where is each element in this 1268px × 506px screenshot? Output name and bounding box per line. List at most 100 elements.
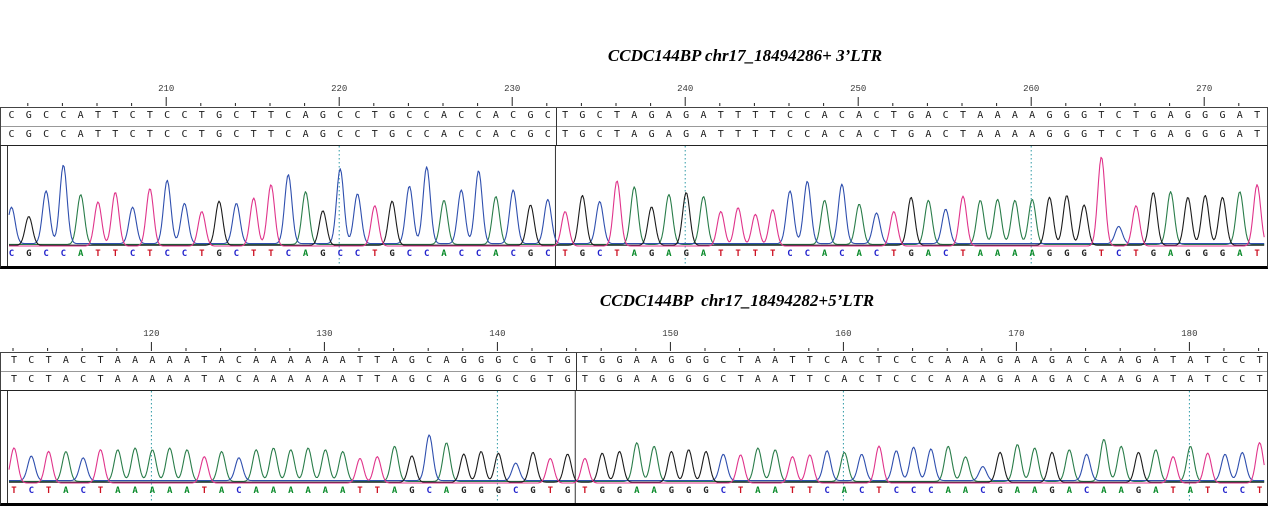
- base-letter: C: [80, 355, 87, 366]
- call-letter: A: [184, 486, 190, 496]
- base-letter: T: [1132, 110, 1140, 121]
- call-letter: T: [547, 486, 553, 496]
- base-letter: T: [1256, 374, 1263, 385]
- base-letter: T: [112, 129, 119, 140]
- call-letter: C: [839, 249, 845, 259]
- base-letter: A: [492, 110, 499, 121]
- base-letter: A: [302, 129, 309, 140]
- base-letter: G: [599, 374, 606, 385]
- ruler-label: 230: [504, 84, 521, 94]
- base-letter: A: [183, 355, 191, 366]
- base-letter: A: [1100, 374, 1107, 385]
- call-letter: C: [80, 486, 86, 496]
- base-letter: G: [702, 374, 710, 385]
- call-letter: G: [683, 249, 689, 259]
- base-letter: A: [772, 374, 779, 385]
- call-letter: C: [596, 249, 603, 259]
- base-letter: A: [270, 374, 277, 385]
- call-letter: C: [426, 486, 432, 496]
- base-letter: A: [665, 110, 672, 121]
- base-letter: T: [356, 355, 364, 366]
- base-letter: C: [927, 355, 934, 366]
- base-letter: A: [962, 355, 969, 366]
- base-letter: A: [62, 355, 69, 366]
- call-letter: A: [821, 249, 828, 259]
- base-letter: A: [1066, 374, 1073, 385]
- base-letter: T: [371, 110, 378, 121]
- base-letter: G: [997, 374, 1004, 385]
- base-letter: A: [149, 355, 156, 366]
- base-letter: A: [77, 129, 84, 140]
- call-letter: C: [164, 249, 170, 259]
- base-letter: C: [475, 129, 482, 140]
- call-letter: C: [181, 249, 188, 259]
- base-letter: G: [478, 374, 485, 385]
- base-letter: T: [959, 110, 967, 121]
- base-letter: T: [94, 129, 102, 140]
- base-letter: C: [858, 374, 865, 385]
- base-letter: C: [235, 374, 242, 385]
- base-letter: T: [806, 374, 813, 385]
- call-letter: A: [700, 249, 707, 259]
- call-letter: T: [147, 249, 153, 259]
- base-letter: G: [564, 355, 571, 366]
- ruler-label: 240: [677, 84, 694, 94]
- base-letter: C: [1083, 374, 1090, 385]
- base-letter: C: [233, 110, 240, 121]
- base-letter: G: [1135, 355, 1142, 366]
- base-letter: T: [10, 374, 18, 385]
- base-letter: T: [250, 129, 257, 140]
- call-letter: C: [28, 486, 34, 496]
- call-letter: T: [357, 486, 363, 496]
- base-letter: G: [1046, 129, 1053, 140]
- base-letter: T: [562, 129, 569, 140]
- base-letter: G: [25, 129, 32, 140]
- base-letter: T: [735, 129, 742, 140]
- base-letter: T: [1204, 374, 1211, 385]
- base-letter: C: [786, 110, 794, 121]
- base-letter: C: [893, 374, 900, 385]
- base-letter: T: [547, 374, 554, 385]
- call-letter: A: [1167, 249, 1174, 259]
- call-letter: G: [216, 249, 222, 259]
- base-letter: G: [527, 110, 534, 121]
- base-letter: A: [841, 355, 848, 366]
- call-letter: G: [478, 486, 484, 496]
- call-letter: C: [824, 486, 830, 496]
- base-letter: G: [1063, 110, 1070, 121]
- call-letter: A: [218, 486, 225, 496]
- call-letter: A: [1118, 486, 1124, 496]
- call-letter: C: [893, 486, 899, 496]
- ruler-label: 140: [489, 329, 506, 339]
- base-letter: C: [285, 110, 292, 121]
- base-letter: A: [218, 355, 225, 366]
- call-letter: G: [648, 249, 655, 259]
- base-letter: A: [287, 355, 294, 366]
- base-letter: G: [616, 374, 623, 385]
- base-letter: T: [613, 129, 621, 140]
- base-letter: G: [908, 129, 915, 140]
- base-letter: T: [267, 110, 275, 121]
- base-letter: A: [339, 355, 346, 366]
- trace-path-T: [8, 442, 1265, 484]
- base-letter: G: [683, 110, 690, 121]
- call-letter: T: [614, 249, 620, 259]
- base-letter: A: [1236, 129, 1243, 140]
- call-letter: A: [441, 249, 447, 259]
- base-letter: G: [1150, 129, 1157, 140]
- base-letter: A: [1167, 110, 1174, 121]
- call-letter: G: [26, 249, 32, 259]
- base-letter: A: [977, 129, 984, 140]
- base-letter: C: [164, 110, 171, 121]
- base-letter: T: [201, 374, 208, 385]
- ruler-label: 170: [1008, 329, 1025, 339]
- call-letter: T: [374, 486, 380, 496]
- call-letter: A: [391, 486, 398, 496]
- ruler-label: 180: [1181, 329, 1198, 339]
- base-letter: G: [1150, 110, 1157, 121]
- call-letter: A: [925, 249, 932, 259]
